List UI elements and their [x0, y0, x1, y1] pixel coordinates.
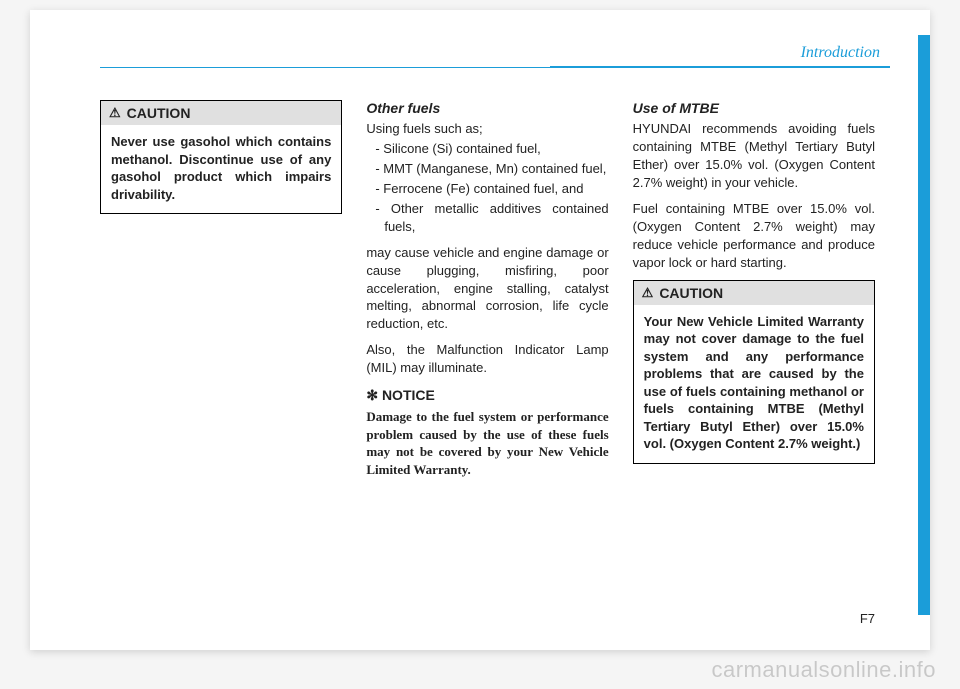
other-fuels-p1: may cause vehicle and engine dam­age or …: [366, 244, 608, 334]
notice-body: Damage to the fuel system or per­formanc…: [366, 408, 608, 478]
manual-page: Introduction ⚠ CAUTION Never use gasohol…: [30, 10, 930, 650]
column-2: Other fuels Using fuels such as; - Silic…: [366, 100, 608, 478]
warning-icon: ⚠: [109, 105, 121, 121]
caution-header: ⚠ CAUTION: [101, 101, 341, 125]
watermark-text: carmanualsonline.info: [711, 657, 936, 683]
caution-box-mtbe: ⚠ CAUTION Your New Vehicle Limited Warra…: [633, 280, 875, 464]
caution-label: CAUTION: [127, 105, 191, 121]
caution-body-text: Your New Vehicle Limited Warranty may no…: [634, 305, 874, 463]
other-fuels-p2: Also, the Malfunction Indicator Lamp (MI…: [366, 341, 608, 377]
side-accent-bar: [918, 35, 930, 615]
other-fuels-heading: Other fuels: [366, 100, 608, 116]
mtbe-p2: Fuel containing MTBE over 15.0% vol. (Ox…: [633, 200, 875, 272]
warning-icon: ⚠: [642, 285, 654, 301]
mtbe-heading: Use of MTBE: [633, 100, 875, 116]
page-number: F7: [860, 611, 875, 626]
notice-heading: ✻ NOTICE: [366, 387, 608, 404]
column-1: ⚠ CAUTION Never use gasohol which con­ta…: [100, 100, 342, 478]
fuel-bullet: - Other metallic additives contained fue…: [366, 200, 608, 236]
content-columns: ⚠ CAUTION Never use gasohol which con­ta…: [100, 100, 875, 478]
caution-body-text: Never use gasohol which con­tains methan…: [101, 125, 341, 213]
fuel-bullet: - Silicone (Si) contained fuel,: [366, 140, 608, 158]
mtbe-p1: HYUNDAI recommends avoiding fuels contai…: [633, 120, 875, 192]
caution-label: CAUTION: [659, 285, 723, 301]
header-rule: [100, 66, 890, 68]
other-fuels-intro: Using fuels such as;: [366, 120, 608, 138]
fuel-bullet: - MMT (Manganese, Mn) contained fuel,: [366, 160, 608, 178]
caution-box-gasohol: ⚠ CAUTION Never use gasohol which con­ta…: [100, 100, 342, 214]
column-3: Use of MTBE HYUNDAI recommends avoiding …: [633, 100, 875, 478]
caution-header: ⚠ CAUTION: [634, 281, 874, 305]
fuel-bullet: - Ferrocene (Fe) contained fuel, and: [366, 180, 608, 198]
section-title: Introduction: [801, 44, 880, 62]
